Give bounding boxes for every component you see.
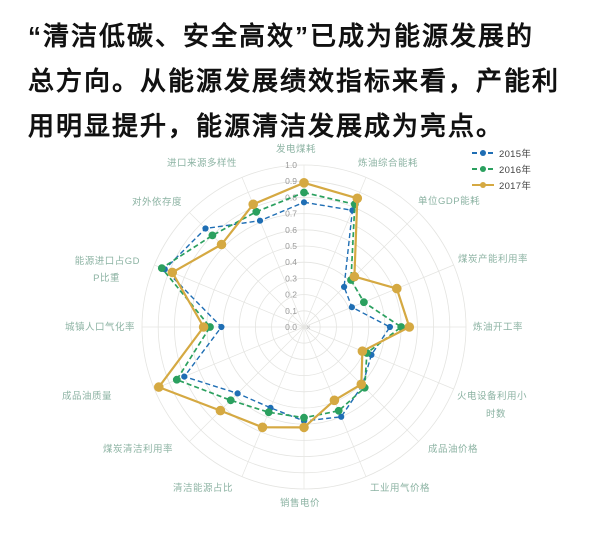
data-point <box>329 395 340 406</box>
data-point <box>404 322 415 332</box>
data-point <box>167 267 178 278</box>
data-point <box>216 239 227 250</box>
category-label: 清洁能源占比 <box>173 482 233 494</box>
radial-tick: 0.1 <box>285 306 297 316</box>
category-label: 煤炭产能利用率 <box>458 253 528 265</box>
radial-tick-labels: 1.0 0.9 0.8 0.7 0.6 0.5 0.4 0.3 0.2 0.1 0.0 <box>285 160 297 332</box>
headline-line: 用明显提升，能源清洁发展成为亮点。 <box>28 111 505 141</box>
legend-item-2017: 2017年 <box>472 179 532 192</box>
category-label: 工业用气价格 <box>370 482 430 494</box>
data-point <box>386 323 393 331</box>
category-label: 炼油综合能耗 <box>358 157 418 169</box>
data-point <box>360 298 368 307</box>
radial-tick: 0.5 <box>285 241 297 251</box>
data-point <box>172 375 181 384</box>
category-label: 煤炭清洁利用率 <box>103 443 173 455</box>
category-label: 发电煤耗 <box>276 143 316 155</box>
radial-tick: 0.7 <box>285 209 297 219</box>
data-point <box>352 193 363 204</box>
data-point <box>356 379 367 390</box>
radial-tick: 1.0 <box>285 160 297 170</box>
data-point <box>234 390 241 397</box>
radial-tick: 0.9 <box>285 176 297 186</box>
category-label: 单位GDP能耗 <box>418 195 480 207</box>
data-point <box>181 373 188 380</box>
series-2016年 <box>157 188 406 422</box>
legend-label: 2017年 <box>499 180 532 192</box>
data-point <box>248 199 258 210</box>
data-point <box>215 405 226 416</box>
data-point <box>299 422 309 433</box>
data-point <box>300 199 308 206</box>
category-label: 销售电价 <box>280 497 320 509</box>
data-point <box>264 408 273 417</box>
data-point <box>299 178 309 188</box>
legend-marker-2015-icon <box>472 149 494 157</box>
data-point <box>300 413 308 422</box>
category-label: 对外依存度 <box>132 196 182 208</box>
data-point <box>357 346 368 357</box>
category-labels: 发电煤耗炼油综合能耗单位GDP能耗煤炭产能利用率炼油开工率火电设备利用小时数成品… <box>62 143 528 509</box>
legend-label: 2016年 <box>499 164 532 176</box>
data-point <box>208 231 217 240</box>
data-point <box>341 283 348 290</box>
radial-tick: 0.6 <box>285 225 297 235</box>
data-point <box>348 304 355 311</box>
data-point <box>252 207 261 216</box>
radial-tick: 0.8 <box>285 192 297 202</box>
radial-tick: 0.3 <box>285 273 297 283</box>
radial-tick: 0.0 <box>285 322 297 332</box>
data-point <box>218 323 225 331</box>
data-point <box>392 283 402 294</box>
data-point <box>198 322 209 332</box>
data-point <box>257 422 268 433</box>
data-point <box>338 413 345 420</box>
headline-line: 总方向。从能源发展绩效指标来看，产能利 <box>28 66 561 96</box>
data-point <box>349 271 360 282</box>
data-point <box>226 396 235 405</box>
data-point <box>300 188 308 197</box>
legend-item-2016: 2016年 <box>472 163 532 176</box>
category-label: 成品油质量 <box>62 390 112 402</box>
data-point <box>157 264 166 273</box>
data-point <box>202 225 209 232</box>
series-2017年 <box>154 178 415 433</box>
radar-grid: × <box>141 164 467 490</box>
data-point <box>334 406 343 415</box>
chart-legend: 2015年 2016年 2017年 <box>472 147 532 192</box>
radial-tick: 0.4 <box>285 257 297 267</box>
category-label: 炼油开工率 <box>473 321 523 333</box>
category-label: 成品油价格 <box>428 443 478 455</box>
radar-center-marker: × <box>306 323 311 332</box>
legend-item-2015: 2015年 <box>472 147 532 160</box>
headline-line: “清洁低碳、安全高效”已成为能源发展的 <box>28 21 535 51</box>
category-label: 进口来源多样性 <box>167 157 237 169</box>
category-label: 城镇人口气化率 <box>65 321 135 333</box>
headline: “清洁低碳、安全高效”已成为能源发展的 总方向。从能源发展绩效指标来看，产能利 … <box>0 14 600 149</box>
legend-marker-2016-icon <box>472 165 494 173</box>
category-label: 能源进口占GD P比重 <box>75 255 140 284</box>
data-point <box>256 217 264 224</box>
data-point <box>154 382 164 392</box>
legend-label: 2015年 <box>499 148 532 160</box>
legend-marker-2017-icon <box>472 181 494 189</box>
category-label: 火电设备利用小时数 <box>457 390 527 420</box>
radial-tick: 0.2 <box>285 290 297 300</box>
